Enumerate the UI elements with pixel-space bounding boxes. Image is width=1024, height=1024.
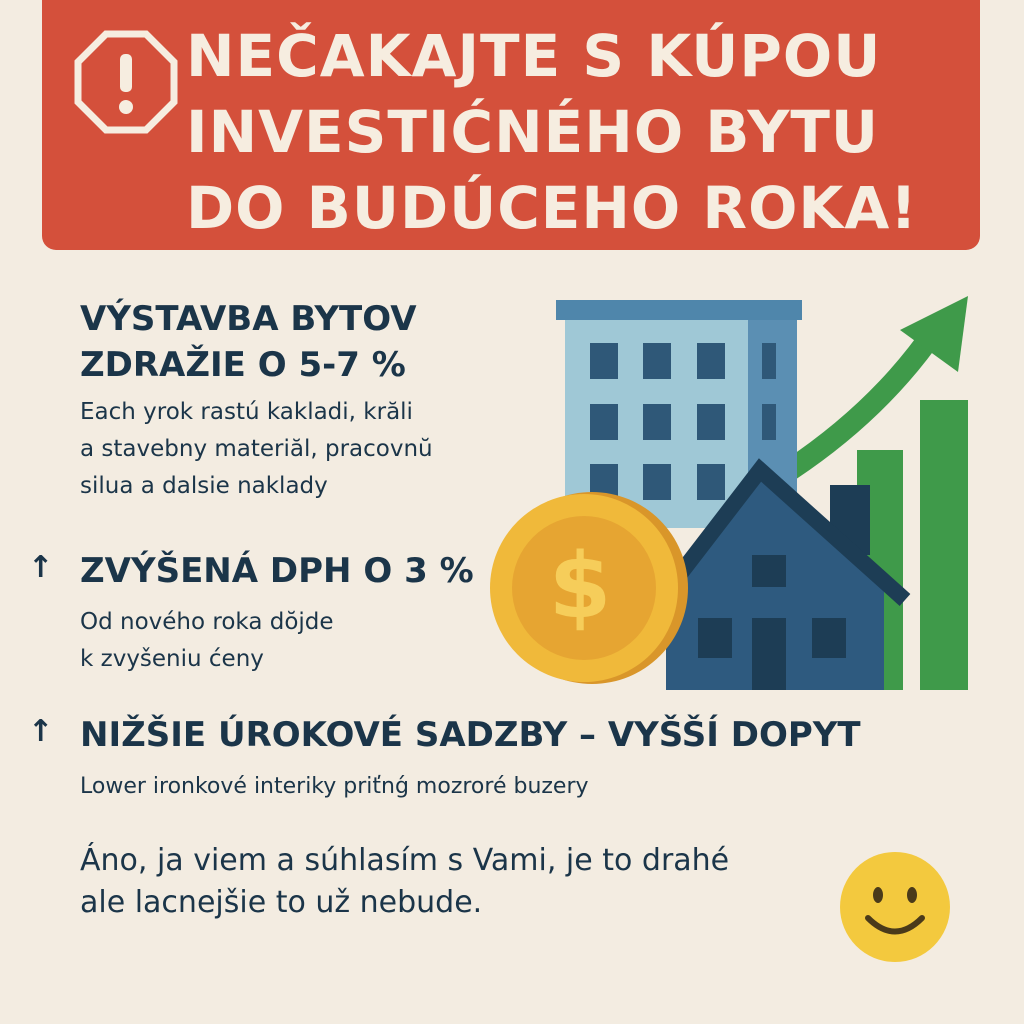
page-title: NEČAKAJTE S KÚPOU INVESTIĆNÉHO BYTU DO B…: [186, 18, 918, 246]
house-icon: [653, 458, 911, 690]
body-line: silua a dalsie naklady: [80, 473, 328, 499]
section-heading-rates: NIŽŠIE ÚROKOVÉ SADZBY – VYŠŠÍ DOPYT: [80, 715, 861, 755]
real-estate-illustration: $: [490, 296, 968, 690]
title-line: DO BUDÚCEHO ROKA!: [186, 174, 918, 242]
section-heading-vat: ZVÝŠENÁ DPH O 3 %: [80, 551, 474, 591]
section-body-vat: Od nového roka dŏjde k zvyšeniu ćeny: [80, 604, 334, 678]
section-heading-construction: VÝSTAVBA BYTOV ZDRAŽIE O 5-7 %: [80, 296, 417, 388]
section-body-construction: Each yrok rastú kakladi, krăli a stavebn…: [80, 394, 433, 505]
closing-line: Áno, ja viem a súhlasím s Vami, je to dr…: [80, 843, 730, 878]
growth-arrow-icon: [783, 296, 968, 480]
body-line: Od nového roka dŏjde: [80, 609, 334, 635]
body-line: a stavebny materiăl, pracovnŭ: [80, 436, 433, 462]
heading-line: ZDRAŽIE O 5-7 %: [80, 345, 406, 385]
arrow-up-icon: ↑: [28, 550, 54, 585]
body-line: Each yrok rastú kakladi, krăli: [80, 399, 413, 425]
title-banner: [42, 0, 980, 250]
arrow-up-icon: ↑: [28, 714, 54, 749]
smiley-face-icon: [840, 852, 950, 962]
closing-line: ale lacnejšie to už nebude.: [80, 885, 483, 920]
closing-text: Áno, ja viem a súhlasím s Vami, je to dr…: [80, 840, 729, 924]
title-line: NEČAKAJTE S KÚPOU: [186, 22, 882, 90]
warning-octagon-icon: [74, 30, 178, 134]
title-line: INVESTIĆNÉHO BYTU: [186, 98, 880, 166]
dollar-coin-icon: $: [490, 492, 688, 684]
svg-text:$: $: [549, 534, 612, 639]
heading-line: VÝSTAVBA BYTOV: [80, 299, 417, 339]
section-body-rates: Lower ironkové interiky priťnǵ mozroré b…: [80, 774, 589, 799]
body-line: k zvyšeniu ćeny: [80, 646, 264, 672]
